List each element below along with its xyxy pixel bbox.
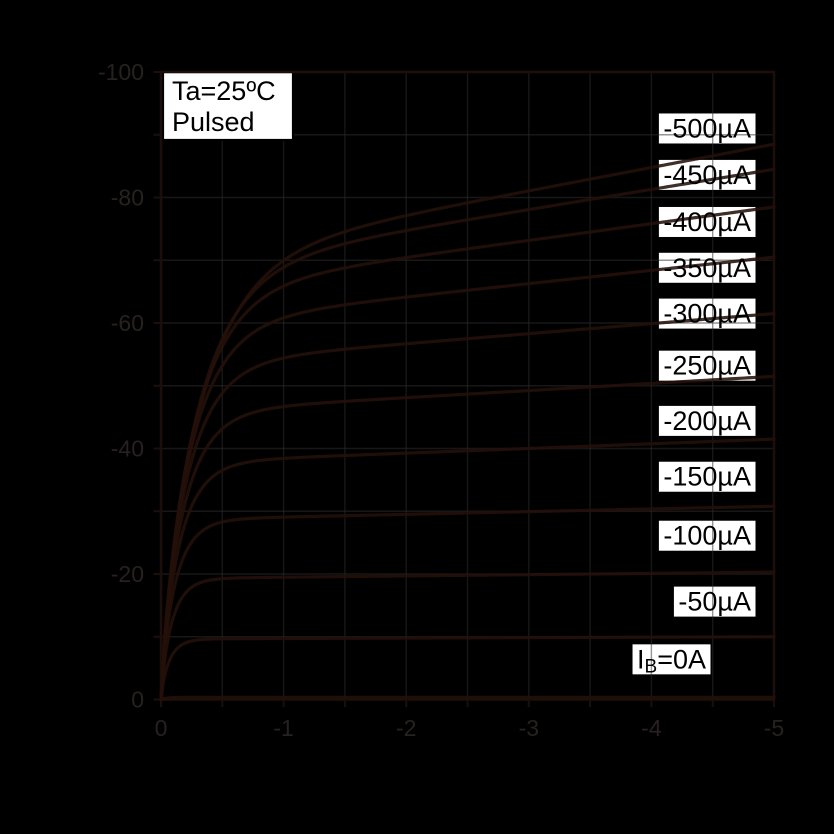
x-tick-label: -4 <box>641 715 662 741</box>
x-tick-label: -1 <box>273 715 293 741</box>
series-label-box <box>658 461 756 492</box>
series-label: -350µA <box>663 253 751 283</box>
series-label: -150µA <box>663 462 751 492</box>
series-label: -100µA <box>663 521 751 551</box>
axes-layer <box>153 70 776 707</box>
series-label: -200µA <box>663 406 751 436</box>
curve-IB=-100uA <box>159 570 776 702</box>
text-layer: 0 -20 -40 -60 -80 -100 0 -1 -2 -3 -4 -5 -500µA -450µA… <box>98 59 784 741</box>
x-tick-label: -2 <box>396 715 416 741</box>
y-tick-label: 0 <box>131 687 144 713</box>
x-tick-label: -3 <box>519 715 539 741</box>
annotation-line: Ta=25ºC <box>172 76 276 106</box>
curve-IB=-200uA <box>159 437 776 702</box>
series-label: -50µA <box>678 587 751 617</box>
plot-frame <box>159 70 776 701</box>
series-label: -500µA <box>663 113 751 143</box>
series-label: -450µA <box>663 160 751 190</box>
series-label-box <box>658 520 756 551</box>
annotation-box <box>161 69 295 142</box>
series-label-box <box>632 644 711 675</box>
curve-IB=-350uA <box>159 255 776 702</box>
series-label: IB=0A <box>637 644 706 677</box>
curve-IB=-250uA <box>159 374 776 702</box>
y-tick-label: -80 <box>111 185 144 211</box>
y-tick-label: -40 <box>111 436 144 462</box>
x-tick-label: 0 <box>155 715 168 741</box>
curve-IB=-300uA <box>159 311 776 702</box>
series-label-box <box>658 113 756 144</box>
y-tick-label: -20 <box>111 561 144 587</box>
y-tick-label: -100 <box>98 59 144 85</box>
y-tick-label: -60 <box>111 310 144 336</box>
series-label: -250µA <box>663 351 751 381</box>
curve-IB=-500uA <box>159 142 776 702</box>
curve-IB=-450uA <box>159 167 776 702</box>
annotation-line: Pulsed <box>172 107 255 137</box>
curve-layer <box>159 142 776 702</box>
curve-IB=0A <box>159 695 776 702</box>
series-label-box <box>673 586 756 617</box>
series-label-box <box>658 350 756 381</box>
series-label: -300µA <box>663 299 751 329</box>
curve-IB=-50uA <box>159 635 776 702</box>
x-tick-label: -5 <box>764 715 784 741</box>
curve-IB=-400uA <box>159 205 776 702</box>
series-label-box <box>658 405 756 436</box>
series-label: -400µA <box>663 207 751 237</box>
curve-IB=-150uA <box>159 504 776 702</box>
